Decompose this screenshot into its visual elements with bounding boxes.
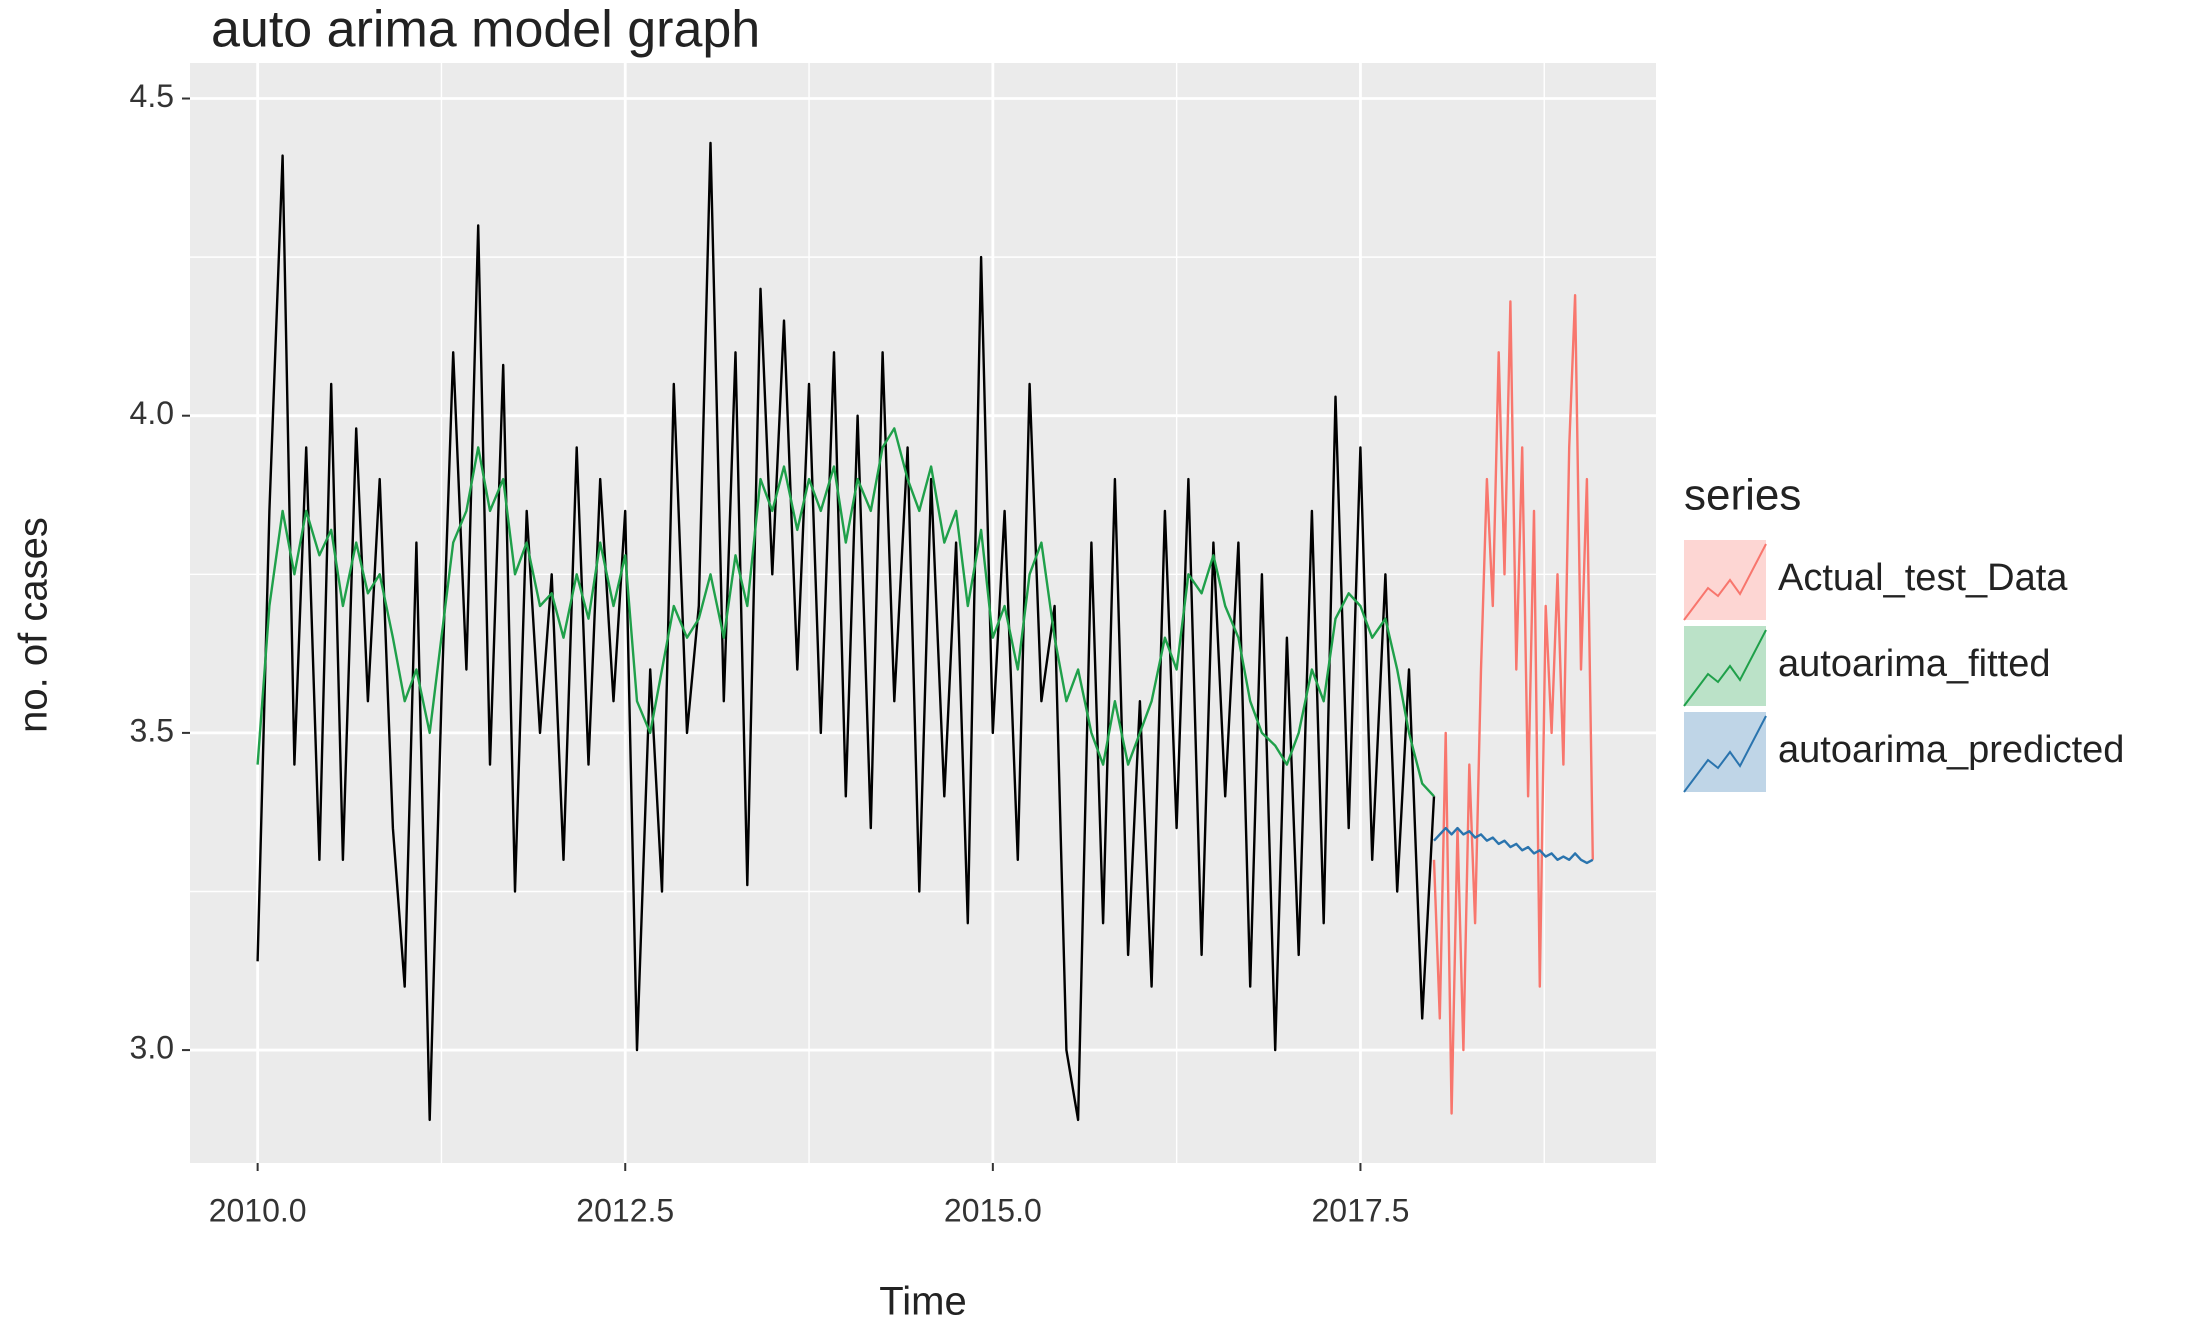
y-axis-label: no. of cases	[12, 517, 56, 733]
legend-label: autoarima_fitted	[1778, 643, 2051, 685]
legend-label: Actual_test_Data	[1778, 557, 2068, 599]
series-line	[256, 141, 1436, 1122]
series-line	[1433, 826, 1594, 865]
panel	[190, 63, 1656, 1163]
x-tick-label: 2017.5	[1312, 1192, 1410, 1228]
legend-key-line	[1683, 715, 1767, 793]
x-axis-label: Time	[879, 1280, 966, 1324]
legend-key	[1684, 712, 1766, 792]
series-line	[256, 427, 1435, 798]
x-tick-label: 2015.0	[944, 1192, 1042, 1228]
y-tick-label: 3.5	[130, 712, 174, 748]
series-line	[1432, 294, 1594, 1115]
x-tick-label: 2010.0	[209, 1192, 307, 1228]
legend-key	[1684, 626, 1766, 706]
legend-label: autoarima_predicted	[1778, 729, 2124, 771]
x-tick-label: 2012.5	[576, 1192, 674, 1228]
chart-title: auto arima model graph	[211, 1, 760, 59]
y-tick-label: 4.0	[130, 395, 174, 431]
legend-key	[1684, 540, 1766, 620]
legend-key-line	[1683, 543, 1767, 621]
y-tick-label: 3.0	[130, 1030, 174, 1066]
legend-key-line	[1683, 629, 1767, 707]
y-tick-label: 4.5	[130, 78, 174, 114]
legend-title: series	[1684, 471, 1801, 520]
